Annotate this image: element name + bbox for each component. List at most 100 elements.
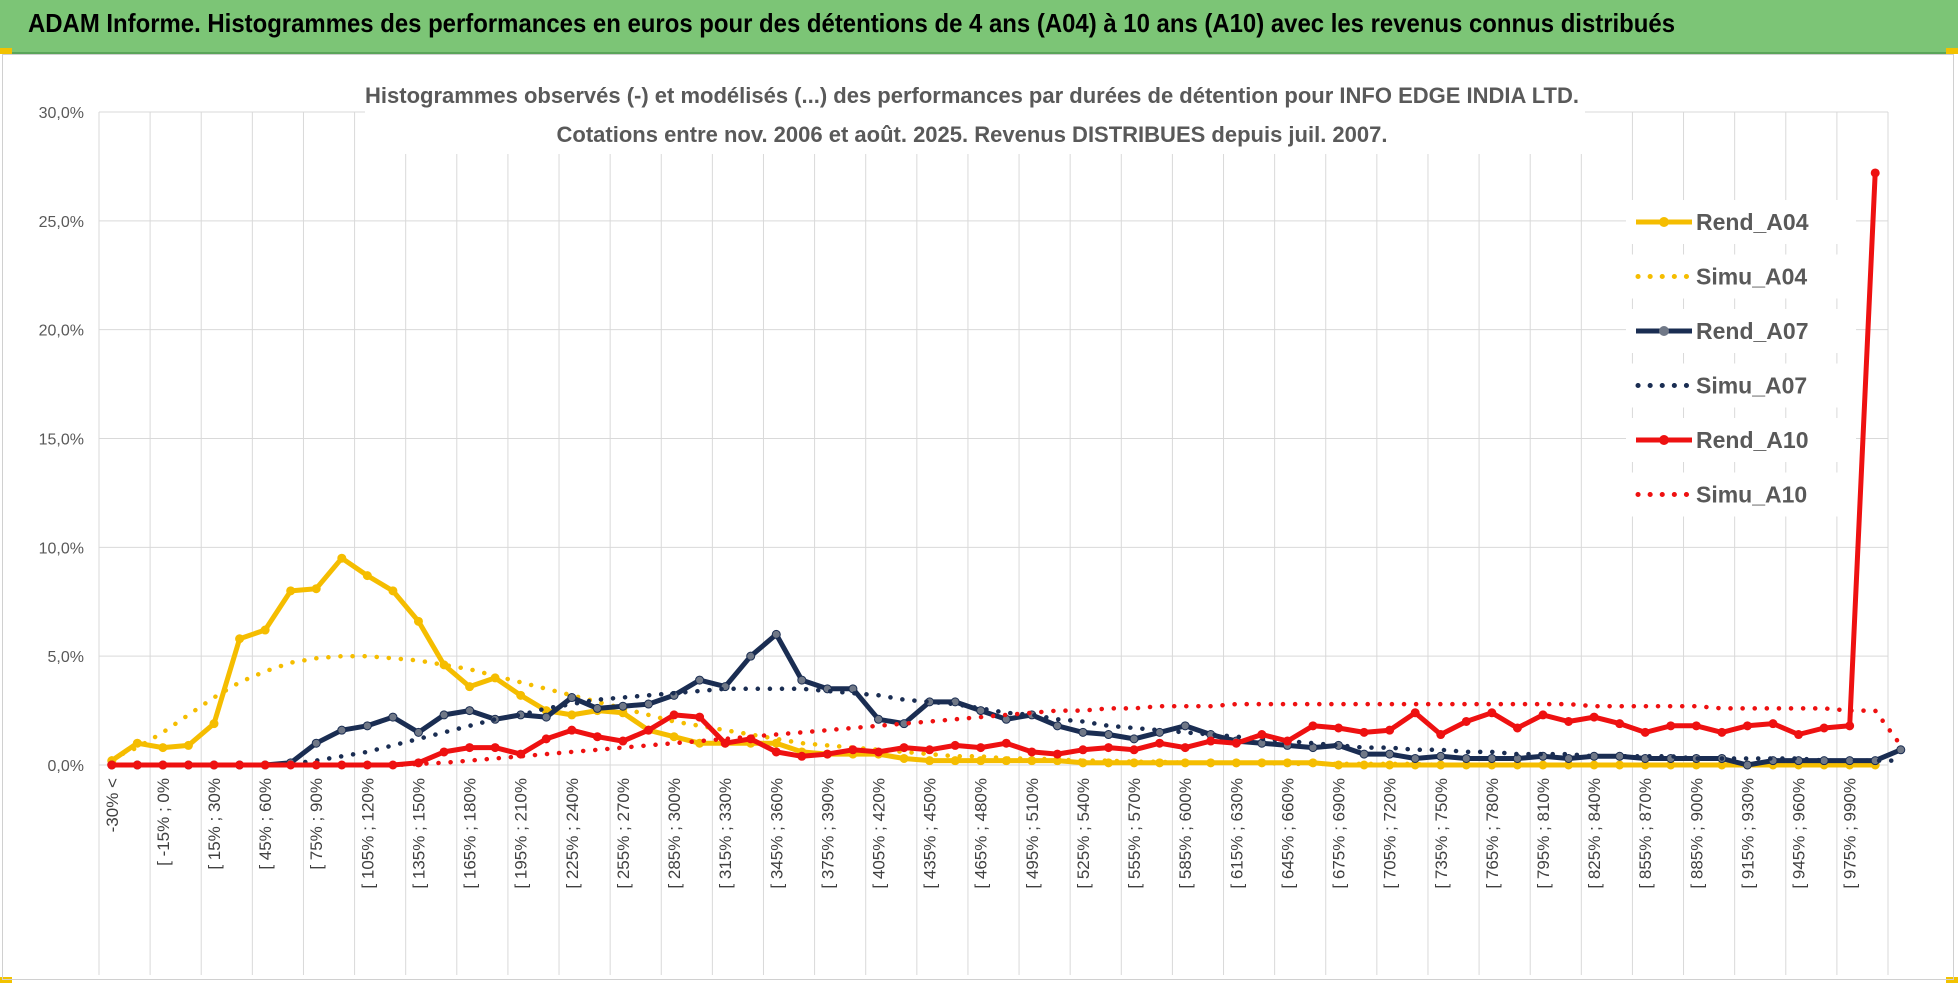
data-point-rend-a07 (1742, 760, 1752, 770)
data-point-rend-a07 (541, 712, 551, 722)
data-point-rend-a04 (1385, 760, 1395, 770)
data-point-rend-a04 (260, 625, 270, 635)
data-point-rend-a07 (797, 675, 807, 685)
x-tick-label: [ 555% ; 570% (1125, 778, 1144, 889)
data-point-rend-a04 (976, 756, 986, 766)
x-tick-label: [ 75% ; 90% (307, 778, 326, 870)
corner-marker-top-left (0, 48, 12, 54)
x-axis-ticks: -30% < [ -15% ; 0% [ 15% ; 30% [ 45% ; 60% [… (103, 778, 1860, 889)
legend-label-rend-a04: Rend_A04 (1696, 209, 1809, 235)
y-tick-label: 5,0% (48, 649, 84, 666)
data-point-rend-a10 (1282, 736, 1292, 746)
data-point-rend-a07 (1359, 749, 1369, 759)
series-line-rend-a10 (111, 172, 1878, 768)
corner-marker-top-right (1946, 48, 1958, 54)
data-point-rend-a10 (618, 736, 628, 746)
x-tick-label: [ 105% ; 120% (358, 778, 377, 889)
legend: Rend_A04 Simu_A04 Rend_A07 Simu_A07 Rend_A10… (1626, 200, 1856, 517)
data-point-rend-a07 (388, 712, 398, 722)
data-point-rend-a04 (388, 586, 398, 596)
x-tick-label: [ 15% ; 30% (205, 778, 224, 870)
data-point-rend-a10 (1768, 719, 1778, 729)
data-point-rend-a07 (1104, 730, 1114, 740)
data-point-rend-a04 (235, 634, 245, 644)
data-point-rend-a10 (1231, 738, 1241, 748)
data-point-rend-a10 (1052, 749, 1062, 759)
data-point-rend-a07 (1129, 734, 1139, 744)
data-point-rend-a07 (1155, 727, 1165, 737)
data-point-rend-a10 (822, 749, 832, 759)
data-point-rend-a07 (976, 706, 986, 716)
x-tick-label: [ 315% ; 330% (716, 778, 735, 889)
data-point-rend-a10 (490, 743, 500, 753)
data-point-rend-a04 (362, 571, 372, 581)
data-point-rend-a07 (695, 675, 705, 685)
x-tick-label: [ 375% ; 390% (818, 778, 837, 889)
x-tick-label: [ 795% ; 810% (1534, 778, 1553, 889)
data-point-rend-a10 (1461, 716, 1471, 726)
data-point-rend-a10 (1589, 712, 1599, 722)
x-tick-label: [ 465% ; 480% (972, 778, 991, 889)
data-point-rend-a07 (746, 651, 756, 661)
data-point-rend-a04 (183, 740, 193, 750)
x-tick-label: [ -15% ; 0% (154, 778, 173, 866)
data-point-rend-a10 (1691, 721, 1701, 731)
data-point-rend-a10 (541, 734, 551, 744)
x-tick-label: [ 855% ; 870% (1636, 778, 1655, 889)
chart-title: Histogrammes observés (-) et modélisés (… (365, 83, 1579, 108)
y-tick-label: 20,0% (39, 323, 84, 340)
grid-lines (98, 111, 1889, 975)
data-point-rend-a10 (643, 725, 653, 735)
data-point-rend-a07 (1410, 753, 1420, 763)
x-tick-label: [ 195% ; 210% (512, 778, 531, 889)
data-point-rend-a07 (771, 629, 781, 639)
data-point-rend-a10 (1308, 721, 1318, 731)
x-tick-label: [ 945% ; 960% (1790, 778, 1809, 889)
data-point-rend-a04 (132, 738, 142, 748)
y-tick-label: 10,0% (39, 540, 84, 557)
data-point-rend-a07 (1052, 721, 1062, 731)
data-point-rend-a10 (209, 760, 219, 770)
x-tick-label: [ 495% ; 510% (1023, 778, 1042, 889)
legend-label-simu-a04: Simu_A04 (1696, 264, 1807, 290)
legend-marker-rend-a07 (1659, 326, 1669, 336)
x-tick-label: [ 825% ; 840% (1585, 778, 1604, 889)
data-point-rend-a10 (771, 747, 781, 757)
data-point-rend-a10 (1615, 719, 1625, 729)
corner-marker-bottom-left (0, 977, 12, 983)
data-point-rend-a07 (1896, 745, 1906, 755)
x-tick-label: [ 885% ; 900% (1687, 778, 1706, 889)
data-point-rend-a10 (720, 738, 730, 748)
data-point-rend-a10 (1334, 723, 1344, 733)
data-point-rend-a04 (669, 732, 679, 742)
y-tick-label: 30,0% (39, 105, 84, 122)
data-point-rend-a04 (337, 553, 347, 563)
data-point-rend-a04 (1359, 760, 1369, 770)
data-point-rend-a10 (848, 745, 858, 755)
data-point-rend-a10 (1078, 745, 1088, 755)
data-point-rend-a04 (1155, 758, 1165, 768)
data-point-rend-a10 (1666, 721, 1676, 731)
x-tick-label: [ 45% ; 60% (256, 778, 275, 870)
data-point-rend-a04 (516, 690, 526, 700)
data-point-rend-a10 (1512, 723, 1522, 733)
data-point-rend-a07 (1615, 751, 1625, 761)
data-point-rend-a10 (873, 747, 883, 757)
data-point-rend-a10 (567, 725, 577, 735)
data-point-rend-a10 (695, 712, 705, 722)
data-point-rend-a10 (592, 732, 602, 742)
data-point-rend-a04 (899, 753, 909, 763)
y-tick-label: 15,0% (39, 432, 84, 449)
data-point-rend-a10 (235, 760, 245, 770)
data-point-rend-a07 (1589, 751, 1599, 761)
data-point-rend-a10 (1104, 743, 1114, 753)
x-tick-label: -30% < (103, 778, 122, 832)
data-point-rend-a04 (209, 719, 219, 729)
data-point-rend-a07 (1436, 751, 1446, 761)
data-point-rend-a10 (1819, 723, 1829, 733)
series-line-simu-a07 (109, 686, 1904, 768)
x-tick-label: [ 975% ; 990% (1841, 778, 1860, 889)
data-point-rend-a07 (311, 738, 321, 748)
chart-frame (2, 54, 1954, 980)
